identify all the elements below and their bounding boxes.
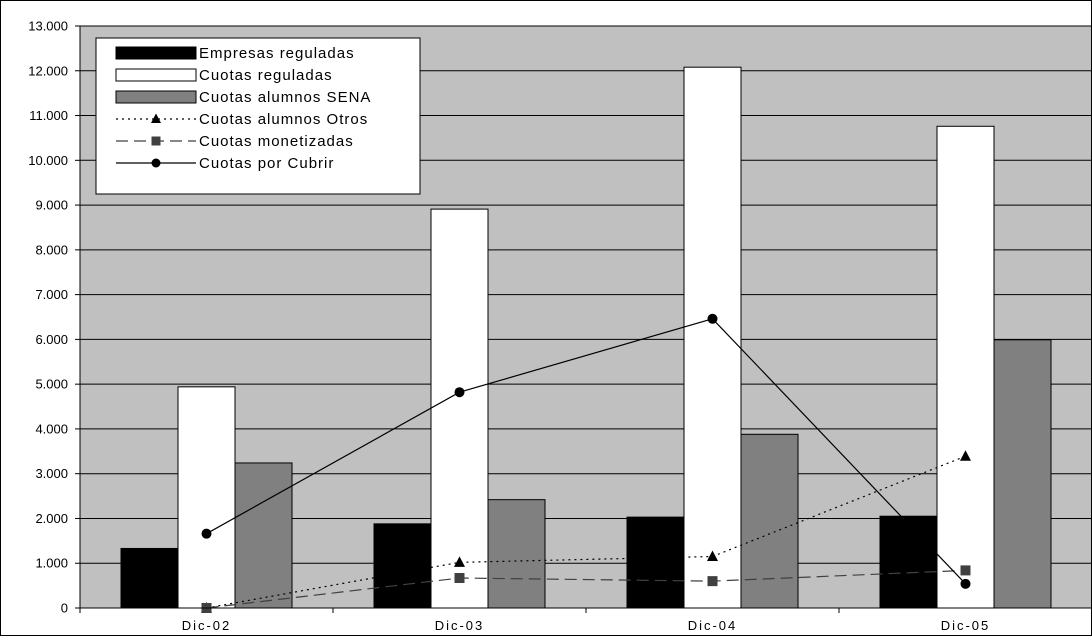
y-tick-label: 10.000 xyxy=(28,153,68,168)
x-tick-label: Dic-03 xyxy=(435,618,485,633)
legend-label: Cuotas alumnos SENA xyxy=(199,89,371,106)
bar-empresas-reguladas xyxy=(120,547,179,609)
bar-cuotas-reguladas xyxy=(936,125,995,609)
y-tick-label: 7.000 xyxy=(35,287,68,302)
point-cuotas-por-cubrir xyxy=(707,313,718,324)
x-tick-label: Dic-05 xyxy=(941,618,991,633)
point-cuotas-monetizadas xyxy=(707,576,718,587)
bar-empresas-reguladas xyxy=(373,523,432,609)
legend-key-cuotas-alumnos-sena xyxy=(115,90,197,104)
point-cuotas-alumnos-otros xyxy=(707,550,718,562)
legend-label: Cuotas alumnos Otros xyxy=(199,111,368,128)
line-cuotas-por-cubrir xyxy=(206,318,966,585)
bar-empresas-reguladas xyxy=(626,516,685,609)
legend-marker-cuotas-monetizadas xyxy=(151,136,161,146)
legend-key-empresas-reguladas xyxy=(115,46,197,60)
y-tick-label: 3.000 xyxy=(35,466,68,481)
legend-label: Cuotas por Cubrir xyxy=(199,155,334,172)
bar-cuotas-reguladas xyxy=(177,386,236,609)
y-tick-label: 8.000 xyxy=(35,242,68,257)
x-tick-label: Dic-04 xyxy=(688,618,738,633)
bar-cuotas-alumnos-sena xyxy=(234,462,293,609)
point-cuotas-monetizadas xyxy=(960,565,971,576)
x-tick-labels: Dic-02 Dic-03 Dic-04 Dic-05 xyxy=(182,618,991,633)
y-tick-labels: 0 1.000 2.000 3.000 4.000 5.000 6.000 7.000 8.00… xyxy=(28,19,68,616)
legend-box xyxy=(95,37,421,195)
line-cuotas-monetizadas xyxy=(206,569,966,609)
y-tick-label: 6.000 xyxy=(35,332,68,347)
y-tick-label: 5.000 xyxy=(35,377,68,392)
y-tick-label: 0 xyxy=(61,601,68,616)
y-tick-label: 1.000 xyxy=(35,556,68,571)
legend-key-cuotas-reguladas xyxy=(115,68,197,82)
y-tick-label: 13.000 xyxy=(28,19,68,34)
legend-label: Cuotas monetizadas xyxy=(199,133,354,150)
legend-label: Cuotas reguladas xyxy=(199,67,333,84)
y-tick-label: 2.000 xyxy=(35,511,68,526)
legend-marker-cuotas-por-cubrir xyxy=(151,158,161,168)
y-tick-label: 9.000 xyxy=(35,198,68,213)
x-tick-label: Dic-02 xyxy=(182,618,232,633)
legend-label: Empresas reguladas xyxy=(199,45,355,62)
y-tick-label: 11.000 xyxy=(29,108,68,123)
y-tick-label: 4.000 xyxy=(35,421,68,436)
point-cuotas-alumnos-otros xyxy=(454,556,465,567)
bar-cuotas-alumnos-sena xyxy=(487,499,546,609)
point-cuotas-por-cubrir xyxy=(201,528,212,539)
point-cuotas-por-cubrir xyxy=(960,578,971,589)
point-cuotas-por-cubrir xyxy=(454,387,465,398)
point-cuotas-monetizadas xyxy=(454,573,465,584)
bar-cuotas-reguladas xyxy=(430,208,489,609)
legend-marker-cuotas-alumnos-otros xyxy=(151,113,161,123)
bar-cuotas-reguladas xyxy=(683,66,742,609)
y-tick-label: 12.000 xyxy=(28,63,68,78)
bar-cuotas-alumnos-sena xyxy=(993,339,1052,609)
point-cuotas-alumnos-otros xyxy=(960,450,971,461)
legend: Empresas reguladas Cuotas reguladas Cuotas… xyxy=(95,37,421,195)
bar-empresas-reguladas xyxy=(879,515,938,609)
bar-cuotas-alumnos-sena xyxy=(740,433,799,609)
